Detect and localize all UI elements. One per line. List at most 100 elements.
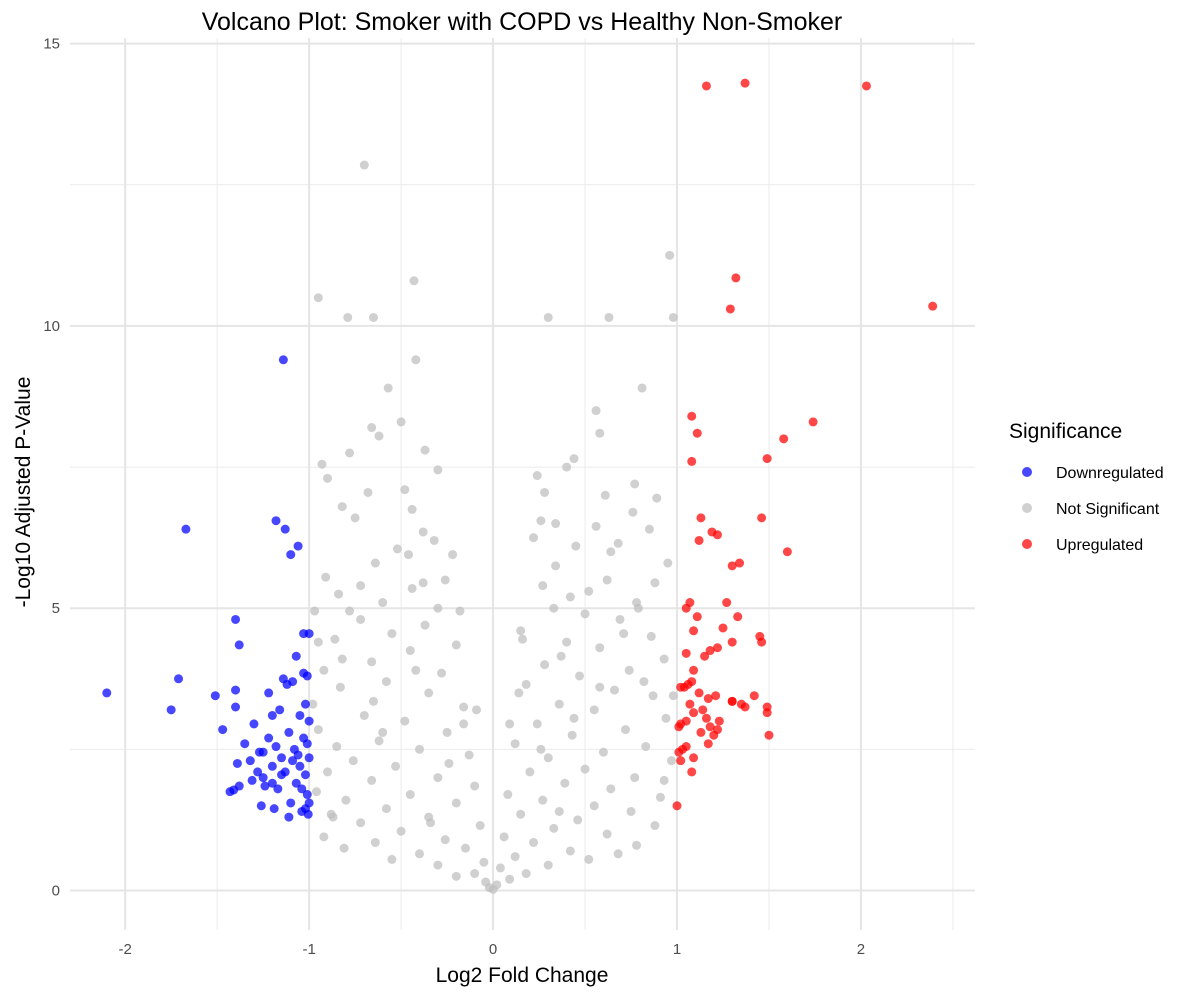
data-point-not-significant	[650, 821, 660, 831]
data-point-not-significant	[556, 651, 566, 661]
data-point-not-significant	[418, 527, 428, 537]
data-point-not-significant	[551, 519, 561, 529]
data-point-not-significant	[589, 705, 599, 715]
x-tick-label: 2	[857, 941, 865, 958]
data-point-not-significant	[525, 767, 535, 777]
data-point-upregulated	[681, 648, 691, 658]
data-point-not-significant	[323, 473, 333, 483]
data-point-upregulated	[698, 705, 708, 715]
data-point-upregulated	[689, 708, 699, 718]
data-point-not-significant	[387, 629, 397, 639]
data-point-not-significant	[613, 849, 623, 859]
data-point-not-significant	[455, 606, 465, 616]
data-point-not-significant	[424, 688, 434, 698]
data-point-upregulated	[740, 702, 750, 712]
data-point-upregulated	[696, 513, 706, 523]
legend: Significance Downregulated Not Significan…	[1009, 420, 1164, 554]
data-point-downregulated	[269, 804, 279, 814]
data-point-downregulated	[291, 651, 301, 661]
data-point-not-significant	[339, 843, 349, 853]
data-point-not-significant	[472, 705, 482, 715]
data-point-not-significant	[411, 665, 421, 675]
data-point-upregulated	[762, 454, 772, 464]
data-point-downregulated	[304, 716, 314, 726]
data-point-upregulated	[733, 612, 743, 622]
data-point-upregulated	[764, 730, 774, 740]
data-point-not-significant	[521, 679, 531, 689]
series-downregulated	[102, 355, 314, 822]
data-point-not-significant	[444, 758, 454, 768]
data-point-not-significant	[551, 561, 561, 571]
legend-key-downregulated	[1022, 467, 1032, 477]
data-point-downregulated	[278, 355, 288, 365]
data-point-not-significant	[565, 846, 575, 856]
data-point-not-significant	[584, 854, 594, 864]
legend-label-upregulated: Upregulated	[1056, 537, 1143, 554]
data-point-not-significant	[613, 538, 623, 548]
data-points	[102, 78, 938, 894]
data-point-not-significant	[470, 781, 480, 791]
data-point-not-significant	[387, 854, 397, 864]
data-point-downregulated	[234, 781, 244, 791]
legend-title: Significance	[1009, 420, 1122, 443]
data-point-not-significant	[529, 837, 539, 847]
data-point-downregulated	[245, 756, 255, 766]
data-point-not-significant	[580, 609, 590, 619]
data-point-not-significant	[400, 716, 410, 726]
y-tick-label: 0	[52, 882, 60, 899]
data-point-not-significant	[459, 719, 469, 729]
data-point-not-significant	[407, 583, 417, 593]
series-upregulated	[672, 78, 938, 811]
data-point-not-significant	[598, 747, 608, 757]
data-point-not-significant	[536, 744, 546, 754]
data-point-not-significant	[652, 493, 662, 503]
data-point-not-significant	[569, 454, 579, 464]
data-point-not-significant	[403, 550, 413, 560]
data-point-not-significant	[567, 730, 577, 740]
data-point-not-significant	[350, 513, 360, 523]
data-point-not-significant	[396, 826, 406, 836]
data-point-not-significant	[433, 860, 443, 870]
y-tick-labels: 0 5 10 15	[43, 36, 60, 900]
data-point-not-significant	[420, 445, 430, 455]
data-point-not-significant	[514, 688, 524, 698]
data-point-not-significant	[666, 756, 676, 766]
data-point-not-significant	[591, 406, 601, 416]
data-point-not-significant	[308, 699, 318, 709]
data-point-not-significant	[367, 657, 377, 667]
data-point-not-significant	[405, 790, 415, 800]
data-point-not-significant	[381, 677, 391, 687]
data-point-downregulated	[277, 770, 287, 780]
data-point-upregulated	[685, 699, 695, 709]
data-point-downregulated	[286, 798, 296, 808]
data-point-not-significant	[440, 575, 450, 585]
data-point-not-significant	[459, 702, 469, 712]
data-point-downregulated	[210, 691, 220, 701]
data-point-not-significant	[367, 775, 377, 785]
data-point-downregulated	[271, 742, 281, 752]
data-point-not-significant	[319, 832, 329, 842]
data-point-not-significant	[374, 736, 384, 746]
data-point-not-significant	[510, 852, 520, 862]
data-point-not-significant	[433, 603, 443, 613]
data-point-downregulated	[260, 781, 270, 791]
data-point-upregulated	[701, 81, 711, 91]
data-point-not-significant	[313, 293, 323, 303]
data-point-upregulated	[674, 722, 684, 732]
data-point-not-significant	[370, 558, 380, 568]
data-point-downregulated	[267, 778, 277, 788]
data-point-not-significant	[337, 502, 347, 512]
data-point-upregulated	[727, 561, 737, 571]
data-point-not-significant	[374, 431, 384, 441]
data-point-not-significant	[516, 809, 526, 819]
data-point-not-significant	[392, 544, 402, 554]
data-point-upregulated	[928, 301, 938, 311]
data-point-not-significant	[602, 829, 612, 839]
data-point-downregulated	[295, 710, 305, 720]
data-point-downregulated	[288, 756, 298, 766]
data-point-not-significant	[451, 798, 461, 808]
data-point-downregulated	[277, 753, 287, 763]
data-point-not-significant	[359, 710, 369, 720]
data-point-not-significant	[661, 713, 671, 723]
data-point-not-significant	[562, 637, 572, 647]
